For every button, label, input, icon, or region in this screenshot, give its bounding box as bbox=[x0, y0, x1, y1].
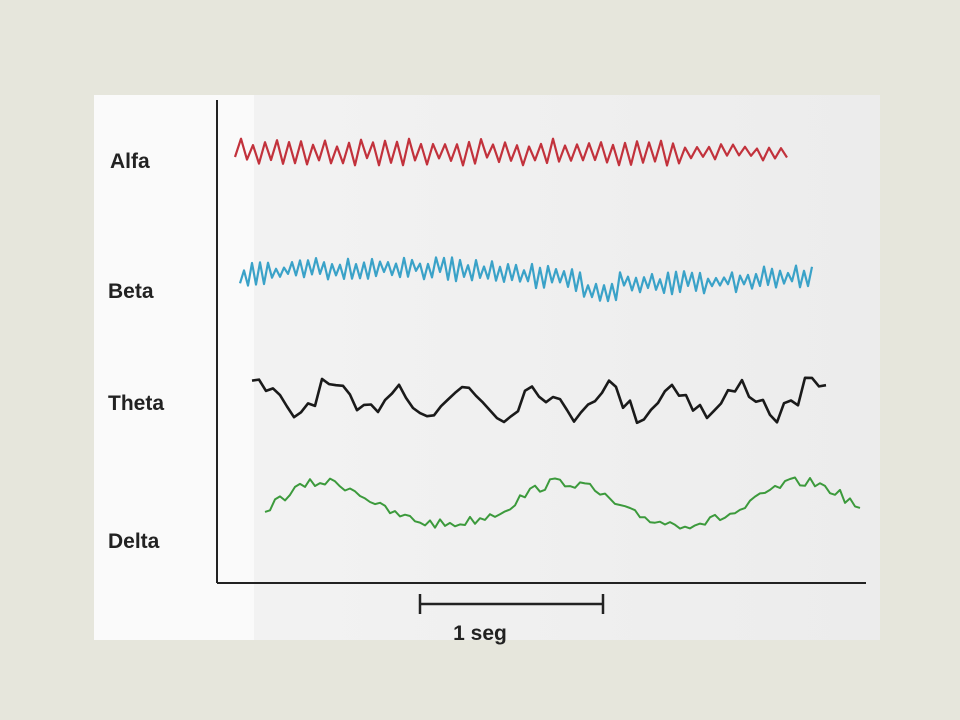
wave-label: Theta bbox=[108, 392, 164, 415]
wave-label: Delta bbox=[108, 530, 160, 553]
wave-trace bbox=[233, 137, 788, 167]
wave-label: Beta bbox=[108, 280, 154, 303]
wave-label: Alfa bbox=[110, 150, 150, 173]
label-strip bbox=[94, 95, 254, 640]
scale-label: 1 seg bbox=[453, 622, 507, 645]
wave-trace bbox=[238, 256, 814, 303]
waves bbox=[233, 137, 861, 530]
wave-trace bbox=[251, 376, 827, 425]
scale-bar bbox=[418, 594, 605, 614]
wave-trace bbox=[264, 476, 861, 530]
